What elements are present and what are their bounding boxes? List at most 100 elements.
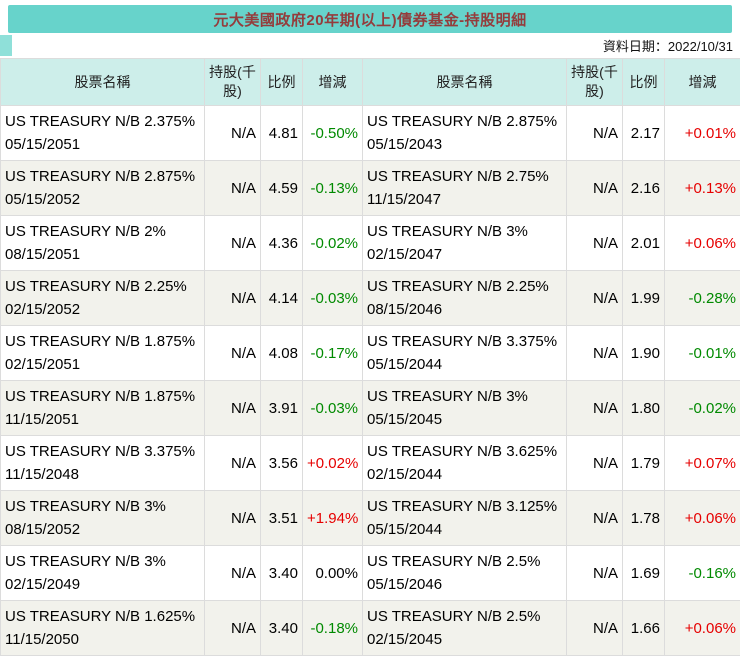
change-value: +0.06% <box>665 491 740 546</box>
ratio-value: 4.14 <box>261 271 303 326</box>
col-header-ratio-left: 比例 <box>261 59 303 106</box>
security-name: US TREASURY N/B 1.875%02/15/2051 <box>1 326 205 381</box>
col-header-ratio-right: 比例 <box>623 59 665 106</box>
holding-value: N/A <box>567 436 623 491</box>
table-row: US TREASURY N/B 1.875%02/15/2051 N/A 4.0… <box>1 326 740 381</box>
change-value: +0.01% <box>665 106 740 161</box>
date-bar: 資料日期：2022/10/31 <box>0 33 740 58</box>
ratio-value: 2.01 <box>623 216 665 271</box>
table-row: US TREASURY N/B 1.875%11/15/2051 N/A 3.9… <box>1 381 740 436</box>
holding-value: N/A <box>567 106 623 161</box>
ratio-value: 3.40 <box>261 546 303 601</box>
security-name: US TREASURY N/B 2%08/15/2051 <box>1 216 205 271</box>
security-name: US TREASURY N/B 2.25%08/15/2046 <box>363 271 567 326</box>
holding-value: N/A <box>567 216 623 271</box>
change-value: -0.28% <box>665 271 740 326</box>
ratio-value: 3.91 <box>261 381 303 436</box>
change-value: -0.16% <box>665 546 740 601</box>
holding-value: N/A <box>567 546 623 601</box>
table-row: US TREASURY N/B 2%08/15/2051 N/A 4.36 -0… <box>1 216 740 271</box>
change-value: +0.06% <box>665 216 740 271</box>
change-value: -0.03% <box>303 381 363 436</box>
change-value: -0.17% <box>303 326 363 381</box>
ratio-value: 4.36 <box>261 216 303 271</box>
holding-value: N/A <box>567 161 623 216</box>
change-value: +0.07% <box>665 436 740 491</box>
col-header-name-right: 股票名稱 <box>363 59 567 106</box>
security-name: US TREASURY N/B 2.875%05/15/2052 <box>1 161 205 216</box>
col-header-change-left: 增減 <box>303 59 363 106</box>
col-header-change-right: 增減 <box>665 59 740 106</box>
table-row: US TREASURY N/B 1.625%11/15/2050 N/A 3.4… <box>1 601 740 656</box>
data-date-label: 資料日期：2022/10/31 <box>603 36 733 55</box>
change-value: +1.94% <box>303 491 363 546</box>
security-name: US TREASURY N/B 2.5%02/15/2045 <box>363 601 567 656</box>
holding-value: N/A <box>567 326 623 381</box>
change-value: -0.03% <box>303 271 363 326</box>
ratio-value: 2.16 <box>623 161 665 216</box>
security-name: US TREASURY N/B 1.625%11/15/2050 <box>1 601 205 656</box>
ratio-value: 4.81 <box>261 106 303 161</box>
ratio-value: 3.40 <box>261 601 303 656</box>
holding-value: N/A <box>205 491 261 546</box>
table-row: US TREASURY N/B 3%02/15/2049 N/A 3.40 0.… <box>1 546 740 601</box>
col-header-holding-right: 持股(千股) <box>567 59 623 106</box>
change-value: -0.18% <box>303 601 363 656</box>
ratio-value: 3.56 <box>261 436 303 491</box>
security-name: US TREASURY N/B 2.875%05/15/2043 <box>363 106 567 161</box>
table-row: US TREASURY N/B 2.375%05/15/2051 N/A 4.8… <box>1 106 740 161</box>
security-name: US TREASURY N/B 2.375%05/15/2051 <box>1 106 205 161</box>
holding-value: N/A <box>567 381 623 436</box>
table-row: US TREASURY N/B 2.875%05/15/2052 N/A 4.5… <box>1 161 740 216</box>
security-name: US TREASURY N/B 3%05/15/2045 <box>363 381 567 436</box>
holding-value: N/A <box>205 271 261 326</box>
holding-value: N/A <box>205 326 261 381</box>
change-value: -0.02% <box>303 216 363 271</box>
table-row: US TREASURY N/B 3%08/15/2052 N/A 3.51 +1… <box>1 491 740 546</box>
security-name: US TREASURY N/B 2.75%11/15/2047 <box>363 161 567 216</box>
ratio-value: 4.08 <box>261 326 303 381</box>
change-value: -0.50% <box>303 106 363 161</box>
teal-decor-block <box>0 35 12 56</box>
ratio-value: 1.79 <box>623 436 665 491</box>
security-name: US TREASURY N/B 3.375%05/15/2044 <box>363 326 567 381</box>
page-title-bar: 元大美國政府20年期(以上)債券基金-持股明細 <box>8 5 732 33</box>
col-header-name-left: 股票名稱 <box>1 59 205 106</box>
security-name: US TREASURY N/B 3%02/15/2049 <box>1 546 205 601</box>
holding-value: N/A <box>205 436 261 491</box>
ratio-value: 1.99 <box>623 271 665 326</box>
page-title: 元大美國政府20年期(以上)債券基金-持股明細 <box>213 9 526 30</box>
holding-value: N/A <box>205 106 261 161</box>
holding-value: N/A <box>205 216 261 271</box>
security-name: US TREASURY N/B 1.875%11/15/2051 <box>1 381 205 436</box>
ratio-value: 4.59 <box>261 161 303 216</box>
ratio-value: 2.17 <box>623 106 665 161</box>
ratio-value: 1.66 <box>623 601 665 656</box>
ratio-value: 1.90 <box>623 326 665 381</box>
security-name: US TREASURY N/B 2.25%02/15/2052 <box>1 271 205 326</box>
ratio-value: 3.51 <box>261 491 303 546</box>
security-name: US TREASURY N/B 3%02/15/2047 <box>363 216 567 271</box>
holdings-table: 股票名稱 持股(千股) 比例 增減 股票名稱 持股(千股) 比例 增減 US T… <box>0 58 740 656</box>
col-header-holding-left: 持股(千股) <box>205 59 261 106</box>
change-value: +0.13% <box>665 161 740 216</box>
holding-value: N/A <box>205 546 261 601</box>
change-value: +0.06% <box>665 601 740 656</box>
holding-value: N/A <box>567 491 623 546</box>
holding-value: N/A <box>205 381 261 436</box>
security-name: US TREASURY N/B 2.5%05/15/2046 <box>363 546 567 601</box>
ratio-value: 1.69 <box>623 546 665 601</box>
change-value: -0.13% <box>303 161 363 216</box>
holding-value: N/A <box>567 601 623 656</box>
ratio-value: 1.78 <box>623 491 665 546</box>
holding-value: N/A <box>205 601 261 656</box>
change-value: 0.00% <box>303 546 363 601</box>
header-row: 股票名稱 持股(千股) 比例 增減 股票名稱 持股(千股) 比例 增減 <box>1 59 740 106</box>
security-name: US TREASURY N/B 3.625%02/15/2044 <box>363 436 567 491</box>
holding-value: N/A <box>567 271 623 326</box>
security-name: US TREASURY N/B 3%08/15/2052 <box>1 491 205 546</box>
security-name: US TREASURY N/B 3.125%05/15/2044 <box>363 491 567 546</box>
change-value: +0.02% <box>303 436 363 491</box>
table-row: US TREASURY N/B 2.25%02/15/2052 N/A 4.14… <box>1 271 740 326</box>
holding-value: N/A <box>205 161 261 216</box>
